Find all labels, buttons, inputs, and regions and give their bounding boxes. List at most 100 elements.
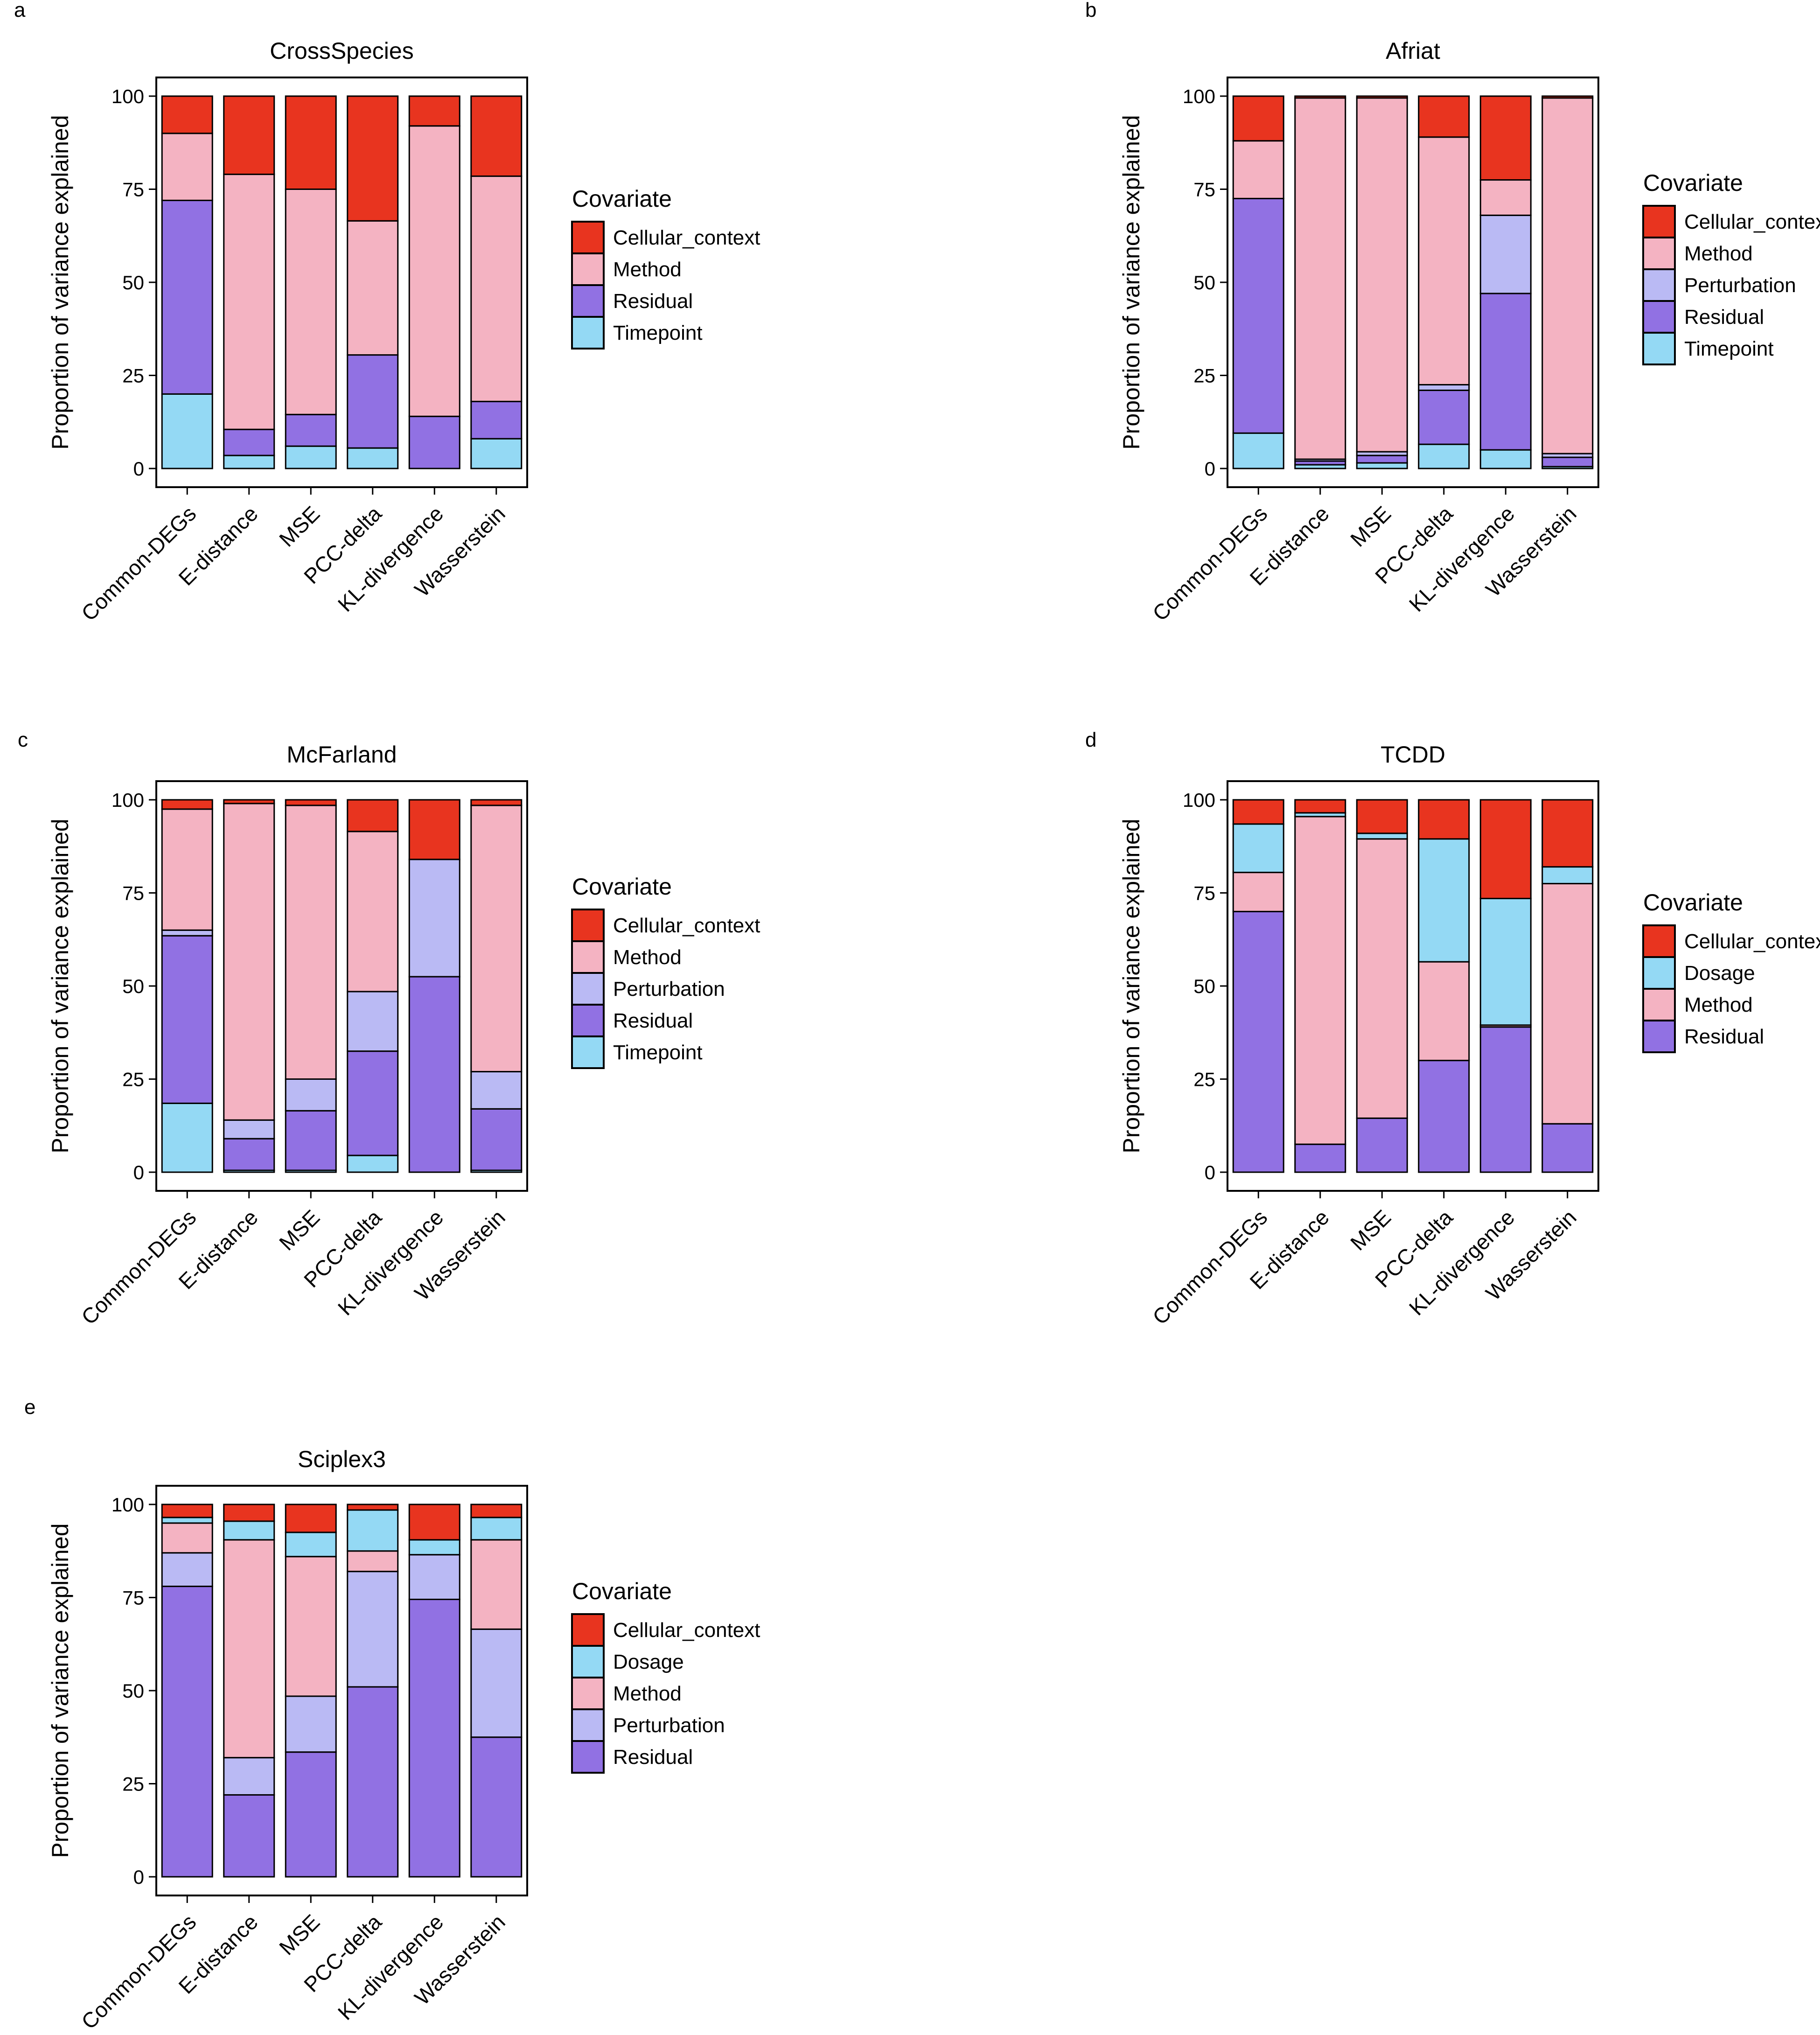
bar-segment-dosage-mse <box>285 1531 337 1558</box>
legend-key-residual <box>571 284 605 318</box>
panel-letter: b <box>1085 0 1096 21</box>
bar-segment-method-e-distance <box>223 174 275 430</box>
bar-segment-residual-mse <box>285 1110 337 1171</box>
bar-segment-timepoint-common-degs <box>1232 432 1284 469</box>
bar-segment-residual-pcc-delta <box>347 1686 399 1878</box>
bar-segment-method-pcc-delta <box>1418 136 1470 385</box>
bar-segment-cellular-context-mse <box>285 799 337 806</box>
y-axis-label: Proportion of variance explained <box>47 1523 73 1858</box>
bar-segment-cellular-context-kl-divergence <box>408 1504 460 1541</box>
x-tick-label: MSE <box>274 1909 324 1959</box>
bar-segment-method-e-distance <box>223 1539 275 1759</box>
x-tick-label: MSE <box>1346 501 1395 551</box>
x-tick-label: Common-DEGs <box>77 1909 201 2034</box>
bar-segment-cellular-context-pcc-delta <box>347 1504 399 1511</box>
y-tick-label: 100 <box>112 789 144 811</box>
legend-label-cellular-context: Cellular_context <box>613 914 760 937</box>
y-tick-label: 75 <box>122 882 144 904</box>
legend-label-residual: Residual <box>613 1746 693 1769</box>
bar-segment-timepoint-wasserstein <box>470 438 523 469</box>
bar-segment-timepoint-mse <box>285 445 337 469</box>
legend-key-residual <box>1642 1020 1676 1053</box>
bar-segment-residual-e-distance <box>223 1794 275 1878</box>
bar-segment-residual-wasserstein <box>1541 456 1594 468</box>
y-tick-label: 75 <box>1193 179 1215 201</box>
bar-segment-perturbation-pcc-delta <box>347 1571 399 1688</box>
x-tick-label: Common-DEGs <box>77 1205 201 1329</box>
y-tick-label: 100 <box>1183 85 1215 107</box>
chart-title: CrossSpecies <box>270 38 413 64</box>
bar-segment-method-pcc-delta <box>1418 961 1470 1062</box>
bar-segment-timepoint-common-degs <box>161 393 213 469</box>
bar-segment-cellular-context-kl-divergence <box>408 799 460 860</box>
y-tick-label: 25 <box>122 1773 144 1795</box>
legend-key-method <box>571 1677 605 1710</box>
bar-segment-cellular-context-e-distance <box>223 1504 275 1522</box>
bar-segment-cellular-context-wasserstein <box>470 799 523 806</box>
legend-label-residual: Residual <box>613 1009 693 1032</box>
legend-key-cellular-context <box>1642 924 1676 958</box>
bar-segment-dosage-wasserstein <box>1541 866 1594 885</box>
bar-segment-dosage-e-distance <box>223 1520 275 1541</box>
bar-segment-residual-e-distance <box>1294 1143 1346 1173</box>
legend-key-timepoint <box>1642 332 1676 365</box>
legend-title: Covariate <box>572 186 672 212</box>
bar-segment-cellular-context-wasserstein <box>1541 799 1594 868</box>
y-tick-label: 25 <box>122 1069 144 1091</box>
bar-segment-cellular-context-mse <box>1356 799 1408 834</box>
bar-segment-method-wasserstein <box>1541 883 1594 1125</box>
bar-segment-residual-kl-divergence <box>408 1598 460 1878</box>
x-tick-label: Common-DEGs <box>1148 501 1272 625</box>
y-axis-label: Proportion of variance explained <box>1118 115 1144 449</box>
bar-segment-method-mse <box>285 1556 337 1697</box>
bar-segment-cellular-context-common-degs <box>161 1504 213 1518</box>
bar-segment-residual-common-degs <box>161 199 213 395</box>
bar-segment-cellular-context-kl-divergence <box>408 95 460 127</box>
legend-label-perturbation: Perturbation <box>613 978 725 1000</box>
panel-letter: c <box>18 728 28 751</box>
legend-key-timepoint <box>571 316 605 350</box>
y-tick-label: 100 <box>1183 789 1215 811</box>
legend-key-perturbation <box>571 1708 605 1742</box>
legend-key-residual <box>571 1740 605 1774</box>
bar-segment-cellular-context-mse <box>285 95 337 190</box>
bar-segment-method-pcc-delta <box>347 831 399 993</box>
legend-label-residual: Residual <box>1684 306 1764 329</box>
y-tick-label: 50 <box>1193 975 1215 997</box>
bar-segment-dosage-kl-divergence <box>1479 897 1532 1026</box>
bar-segment-method-mse <box>285 189 337 415</box>
legend-label-cellular-context: Cellular_context <box>1684 930 1820 953</box>
bar-segment-cellular-context-pcc-delta <box>1418 95 1470 138</box>
legend-label-dosage: Dosage <box>613 1650 684 1673</box>
legend-key-cellular-context <box>571 1613 605 1647</box>
chart-title: Afriat <box>1386 38 1440 64</box>
y-tick-label: 0 <box>133 1866 144 1888</box>
legend-title: Covariate <box>572 874 672 900</box>
bar-segment-method-common-degs <box>161 1522 213 1554</box>
bar-segment-perturbation-mse <box>285 1078 337 1112</box>
chart-panel-a: a CrossSpecies Proportion of variance expl… <box>14 0 760 626</box>
bar-segment-cellular-context-e-distance <box>223 95 275 175</box>
bar-segment-residual-common-degs <box>161 1586 213 1878</box>
legend-key-residual <box>571 1004 605 1037</box>
bar-segment-dosage-kl-divergence <box>408 1539 460 1556</box>
x-tick-label: KL-divergence <box>333 1909 448 2025</box>
x-tick-label: KL-divergence <box>333 1205 448 1320</box>
x-tick-label: KL-divergence <box>1404 1205 1520 1320</box>
bar-segment-residual-mse <box>285 1751 337 1878</box>
bar-segment-residual-common-degs <box>161 935 213 1104</box>
y-tick-label: 50 <box>122 1680 144 1702</box>
y-tick-label: 0 <box>133 1161 144 1183</box>
x-tick-label: KL-divergence <box>1404 501 1520 616</box>
y-axis-label: Proportion of variance explained <box>1118 818 1144 1153</box>
legend-label-residual: Residual <box>613 290 693 313</box>
bar-segment-method-common-degs <box>1232 140 1284 199</box>
y-tick-label: 75 <box>1193 882 1215 904</box>
bar-segment-method-e-distance <box>1294 816 1346 1145</box>
bar-segment-residual-pcc-delta <box>347 1050 399 1156</box>
panel-letter: a <box>14 0 26 21</box>
bar-segment-residual-e-distance <box>223 428 275 456</box>
bar-segment-cellular-context-wasserstein <box>470 1504 523 1518</box>
bar-segment-dosage-pcc-delta <box>1418 838 1470 963</box>
bar-segment-perturbation-kl-divergence <box>408 1554 460 1600</box>
